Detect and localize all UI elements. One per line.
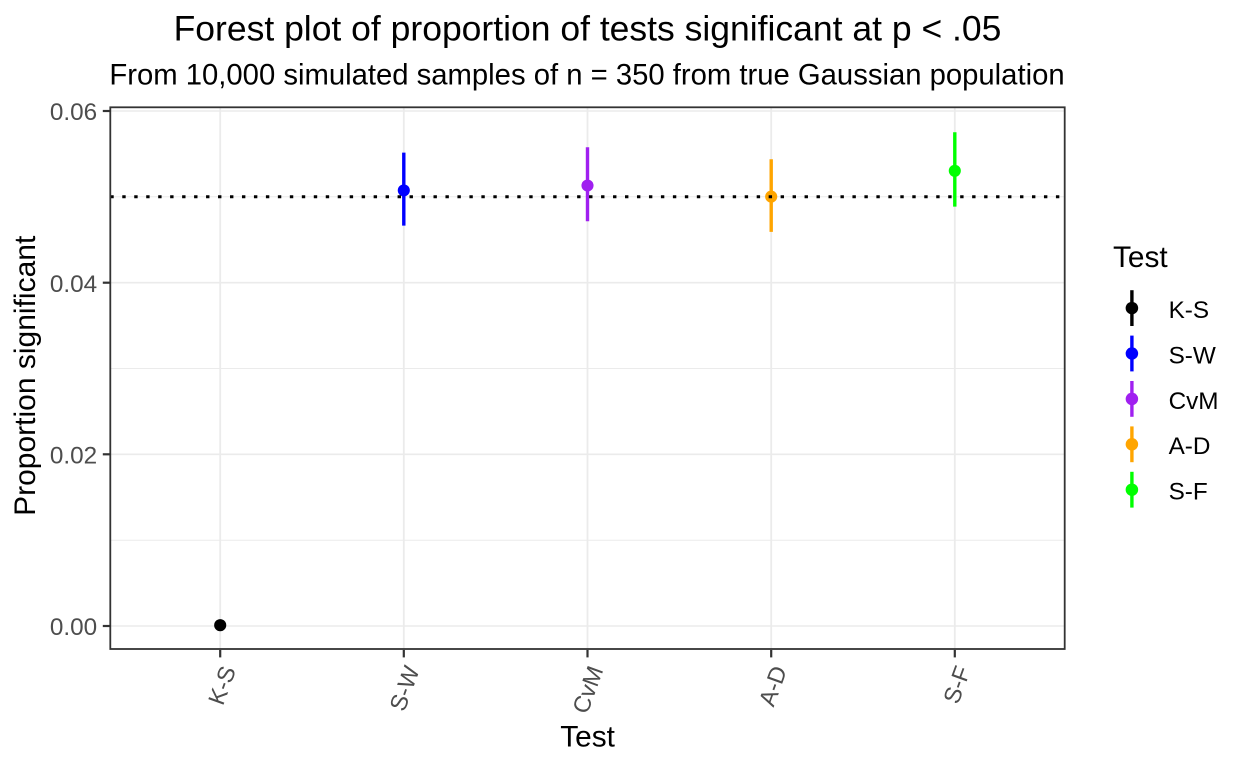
- svg-text:From 10,000 simulated samples: From 10,000 simulated samples of n = 350…: [109, 60, 1064, 92]
- svg-text:K-S: K-S: [1169, 297, 1210, 324]
- svg-text:Forest plot of proportion of t: Forest plot of proportion of tests signi…: [174, 9, 1002, 49]
- svg-text:0.00: 0.00: [50, 614, 97, 641]
- svg-text:S-F: S-F: [1169, 479, 1208, 506]
- svg-text:Proportion significant: Proportion significant: [9, 235, 42, 516]
- svg-text:CvM: CvM: [1169, 388, 1219, 415]
- svg-text:A-D: A-D: [1169, 433, 1211, 460]
- svg-text:Test: Test: [560, 720, 615, 753]
- svg-text:S-W: S-W: [1169, 342, 1216, 369]
- svg-text:Test: Test: [1113, 241, 1168, 274]
- svg-text:0.02: 0.02: [50, 443, 97, 470]
- svg-text:0.04: 0.04: [50, 271, 97, 298]
- svg-text:0.06: 0.06: [50, 99, 97, 126]
